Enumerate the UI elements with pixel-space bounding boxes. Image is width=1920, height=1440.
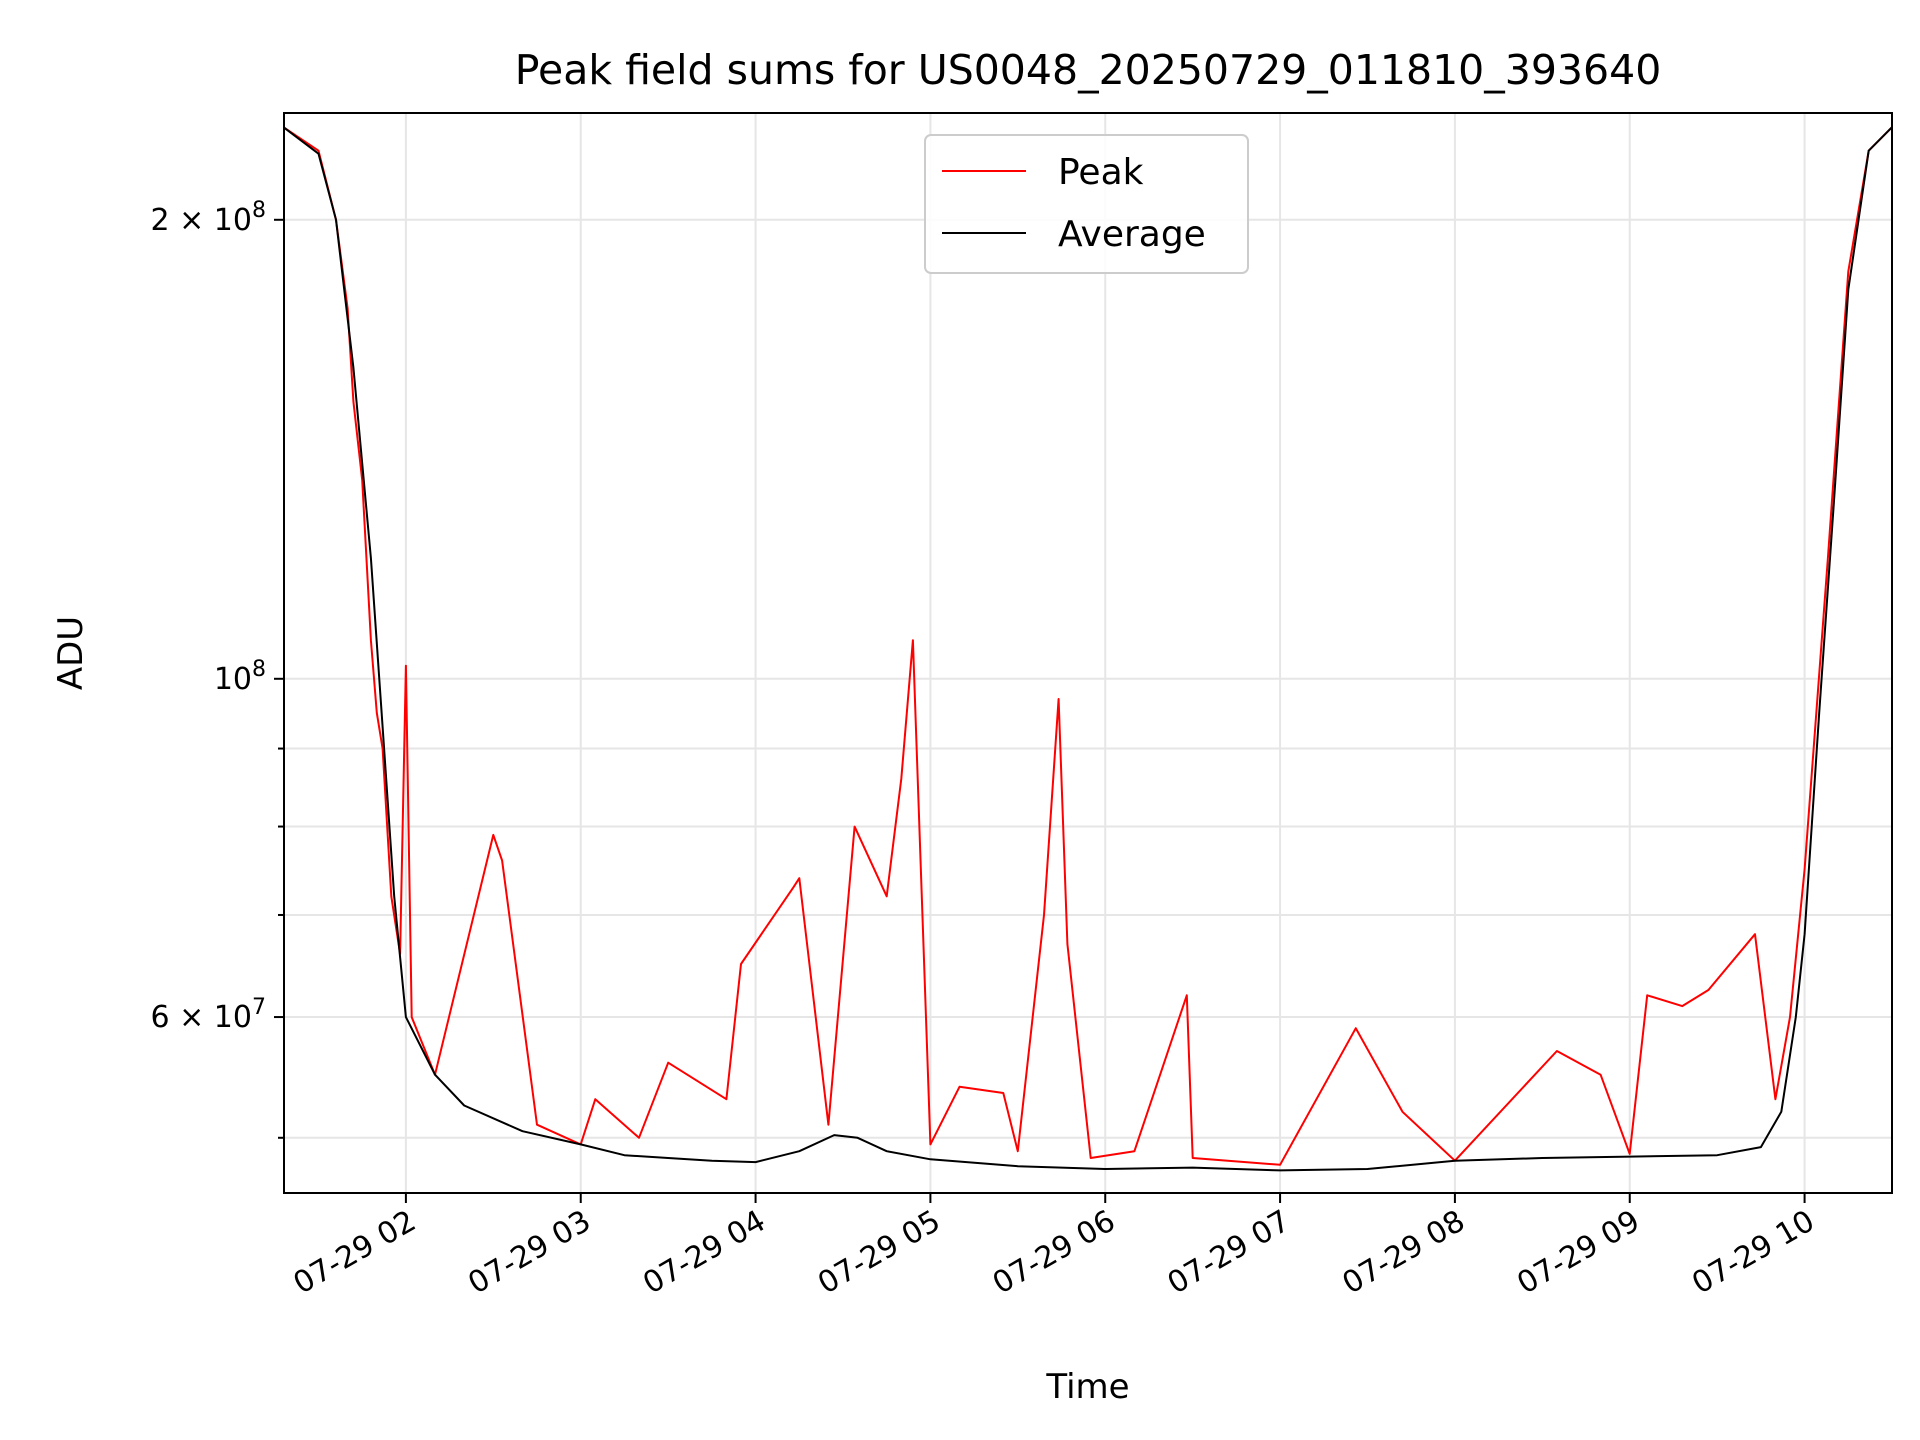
legend-label-peak: Peak	[1058, 152, 1144, 193]
series-line-average	[284, 126, 1892, 1172]
y-tick-label: 2 × 108	[151, 198, 266, 238]
plot-frame	[283, 112, 1893, 1194]
legend: Peak Average	[924, 134, 1249, 274]
y-axis-title: ADU	[51, 616, 91, 690]
legend-box	[924, 134, 1249, 274]
x-axis-title: Time	[1045, 1367, 1129, 1407]
y-tick-label: 6 × 107	[151, 995, 266, 1035]
chart-title: Peak field sums for US0048_20250729_0118…	[515, 46, 1662, 94]
legend-label-average: Average	[1058, 214, 1206, 255]
series-layer	[284, 126, 1892, 1172]
